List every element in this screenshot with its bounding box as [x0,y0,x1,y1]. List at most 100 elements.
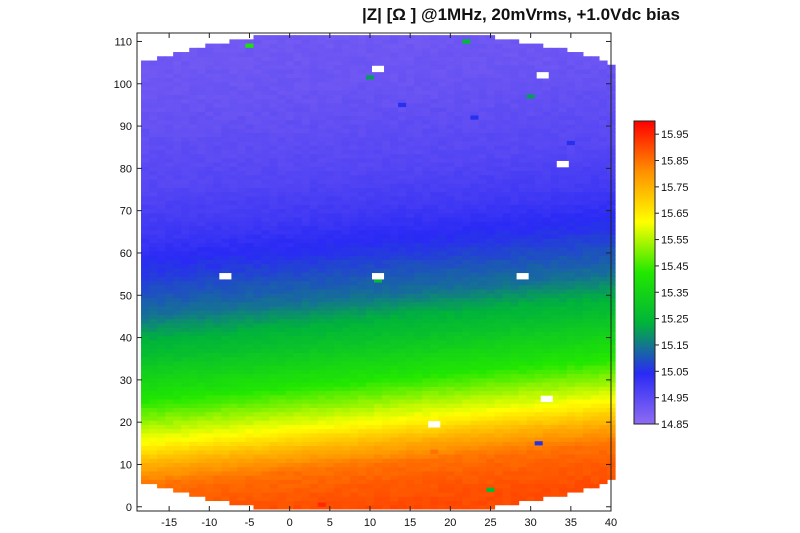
heatmap-cell [269,432,279,438]
heatmap-cell [157,145,166,150]
heatmap-cell [293,403,303,408]
heatmap-cell [349,394,359,400]
heatmap-cell [374,386,383,392]
heatmap-cell [470,301,480,307]
heatmap-cell [406,212,415,218]
heatmap-cell [245,436,255,442]
heatmap-cell [414,377,423,383]
heatmap-cell [574,441,584,447]
heatmap-cell [213,365,222,370]
heatmap-cell [502,415,512,421]
heatmap-cell [221,305,230,311]
heatmap-cell [141,166,150,172]
heatmap-cell [478,487,488,493]
heatmap-cell [213,178,222,184]
heatmap-cell [526,187,536,193]
heatmap-cell [285,212,295,218]
heatmap-cell [357,377,367,383]
heatmap-cell [317,394,327,400]
heatmap-cell [197,318,206,324]
heatmap-cell [237,191,247,197]
heatmap-cell [253,221,263,227]
heatmap-cell [341,314,351,320]
heatmap-cell [173,487,182,493]
heatmap-cell [285,470,295,476]
heatmap-cell [558,377,568,383]
heatmap-cell [333,470,343,476]
heatmap-cell [261,255,271,260]
heatmap-cell [181,305,190,311]
heatmap-cell [173,453,182,459]
heatmap-cell [550,470,560,476]
heatmap-cell [414,246,423,252]
heatmap-cell [333,153,343,159]
heatmap-cell [317,217,327,222]
heatmap-cell [173,263,182,269]
heatmap-cell [470,255,480,260]
heatmap-cell [422,348,431,353]
heatmap-cell [558,436,568,442]
heatmap-cell [550,145,560,150]
heatmap-cell [526,255,536,260]
heatmap-cell [301,504,311,510]
heatmap-cell [165,381,174,387]
heatmap-cell [502,365,512,370]
heatmap-cell [221,407,230,413]
heatmap-cell [390,250,399,256]
heatmap-cell [365,475,375,480]
heatmap-cell [325,178,335,184]
heatmap-cell [470,204,480,210]
heatmap-cell [526,170,536,176]
heatmap-cell [181,293,190,298]
heatmap-cell [157,157,166,163]
heatmap-cell [598,424,608,430]
heatmap-cell [590,343,600,349]
heatmap-cell [382,288,391,294]
heatmap-cell [229,377,239,383]
heatmap-cell [253,432,263,438]
heatmap-cell [269,369,279,375]
heatmap-cell [333,204,343,210]
heatmap-cell [149,145,158,150]
heatmap-cell [470,174,480,180]
heatmap-cell [494,200,504,205]
heatmap-cell [229,250,239,256]
heatmap-cell [157,191,166,197]
heatmap-cell [534,331,544,337]
heatmap-cell [478,217,488,222]
heatmap-cell [285,208,295,214]
heatmap-cell [390,166,399,172]
heatmap-cell [510,331,520,337]
heatmap-cell [309,246,319,252]
heatmap-cell [197,373,206,379]
heatmap-cell [518,221,528,227]
heatmap-cell [285,229,295,235]
heatmap-cell [486,356,496,362]
heatmap-cell [590,153,600,159]
heatmap-cell [430,394,439,400]
heatmap-cell [550,314,560,320]
heatmap-cell [309,322,319,328]
heatmap-cell [221,238,230,243]
heatmap-cell [422,339,431,345]
heatmap-cell [494,407,504,413]
heatmap-cell [269,487,279,493]
heatmap-cell [478,157,488,163]
heatmap-cell [213,466,222,472]
heatmap-cell [574,462,584,468]
heatmap-cell [590,373,600,379]
heatmap-cell [149,335,158,341]
heatmap-cell [430,436,439,442]
heatmap-cell [261,225,271,231]
heatmap-cell [253,348,263,353]
heatmap-cell [382,183,391,188]
heatmap-cell [149,293,158,298]
heatmap-cell [149,229,158,235]
heatmap-cell [309,424,319,430]
heatmap-cell [598,343,608,349]
heatmap-cell [165,183,174,188]
heatmap-cell [173,411,182,417]
heatmap-cell [309,263,319,269]
heatmap-cell [293,466,303,472]
heatmap-cell [237,386,247,392]
